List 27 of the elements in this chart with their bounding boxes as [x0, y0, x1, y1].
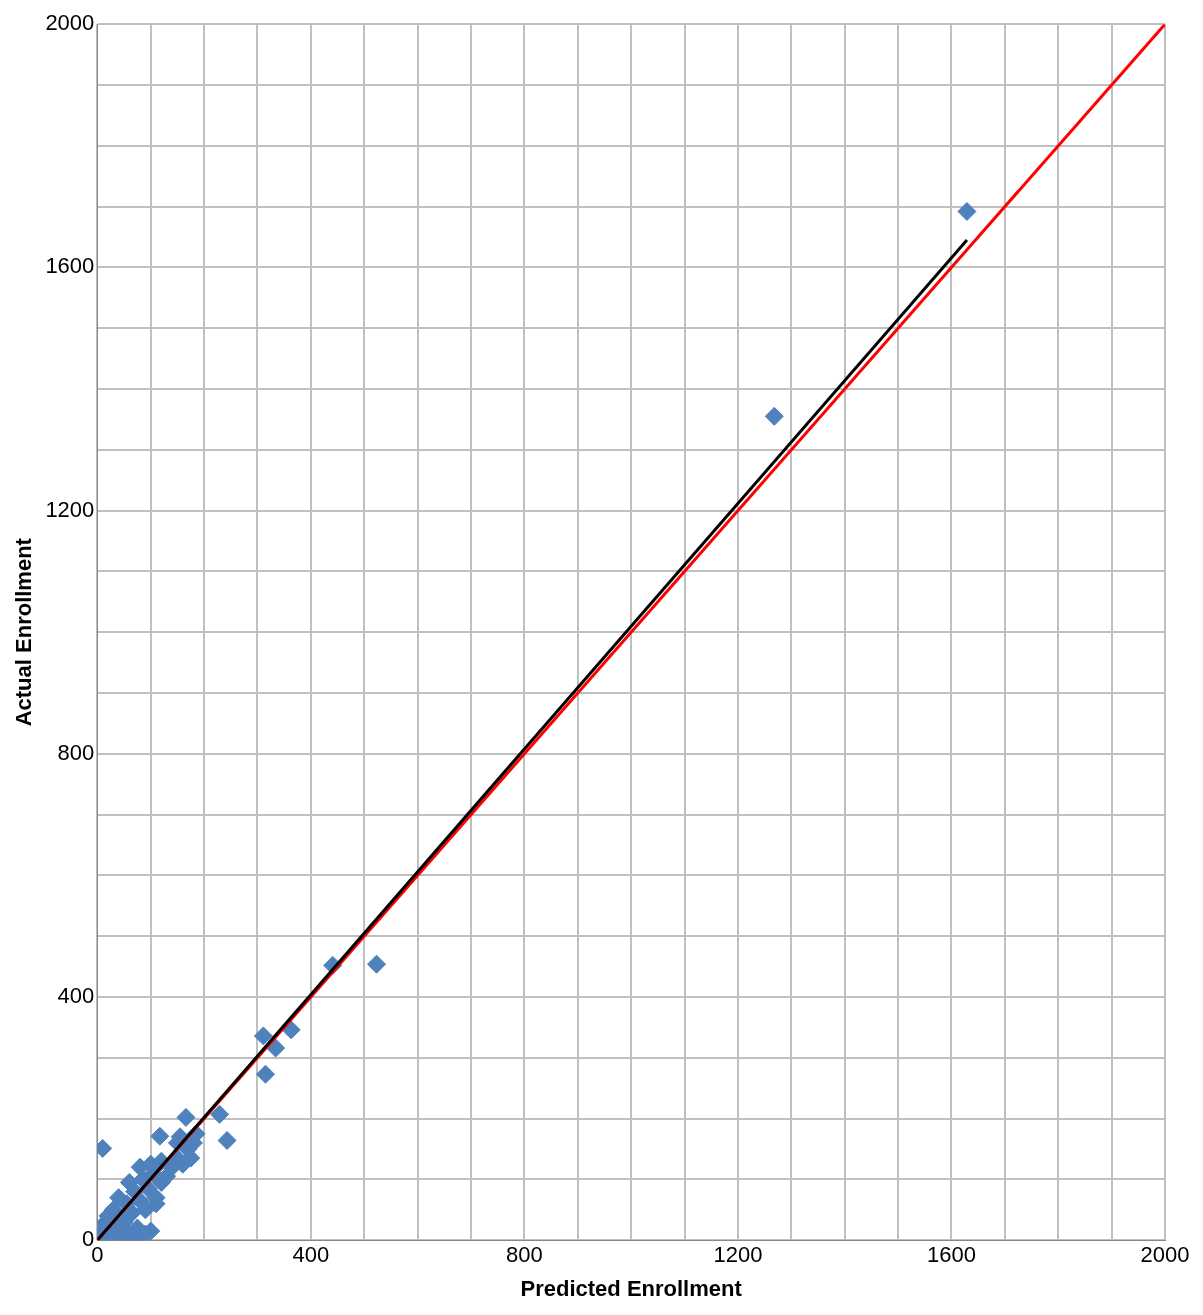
x-tick-label: 800 — [506, 1242, 543, 1268]
y-axis-title: Actual Enrollment — [11, 537, 37, 727]
x-axis-title: Predicted Enrollment — [520, 1275, 743, 1301]
point — [764, 406, 784, 426]
point — [266, 1038, 286, 1058]
y-tick-label: 800 — [57, 739, 95, 765]
x-tick-label: 400 — [292, 1242, 330, 1268]
point — [957, 201, 977, 221]
x-tick-label: 1600 — [926, 1242, 976, 1268]
point — [281, 1020, 301, 1040]
point — [253, 1026, 273, 1046]
point — [367, 954, 387, 974]
point — [119, 1172, 139, 1192]
point — [210, 1104, 230, 1124]
x-tick-label: 1200 — [713, 1242, 763, 1268]
y-tick-label: 1200 — [45, 496, 95, 522]
point — [256, 1064, 275, 1084]
point — [109, 1188, 129, 1208]
point — [135, 1200, 155, 1220]
x-tick-label: 2000 — [1140, 1242, 1190, 1268]
y-tick-label: 2000 — [45, 10, 95, 36]
point — [150, 1126, 170, 1146]
y-tick-label: 1600 — [45, 253, 95, 279]
y-tick-label: 400 — [57, 983, 95, 1009]
point — [122, 1203, 142, 1223]
point — [176, 1107, 196, 1127]
point — [217, 1130, 237, 1150]
